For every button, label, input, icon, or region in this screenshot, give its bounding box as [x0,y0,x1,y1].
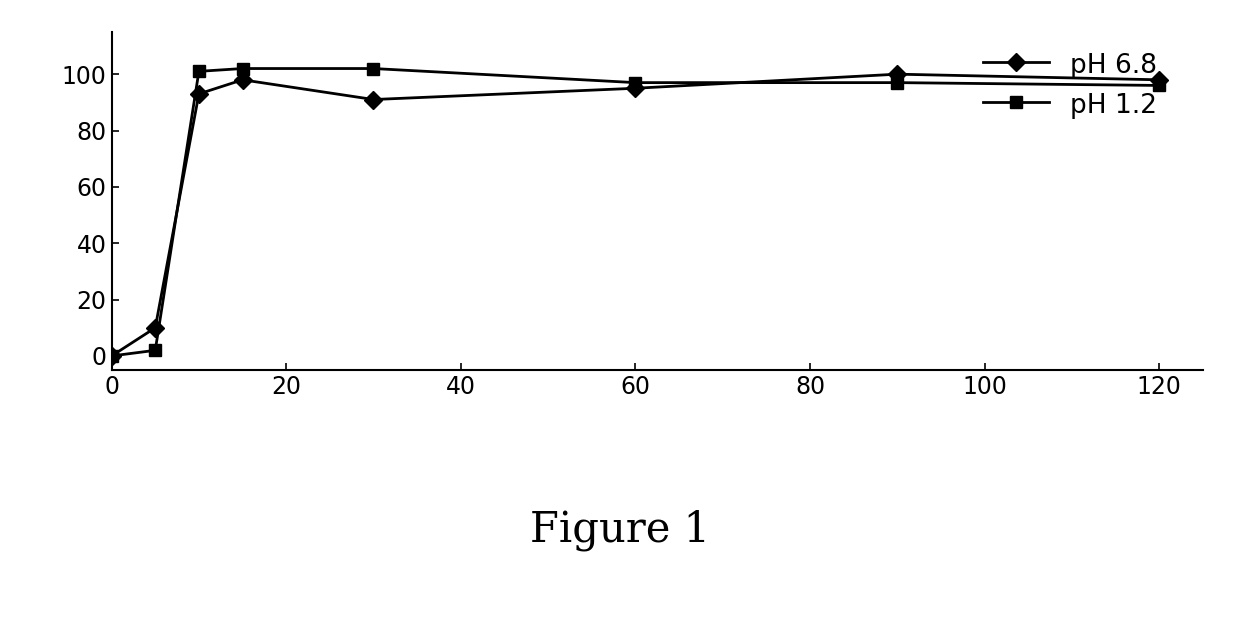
pH 1.2 [104,352,119,360]
pH 1.2 [1152,82,1167,89]
Legend: pH 6.8, pH 1.2: pH 6.8, pH 1.2 [983,52,1157,119]
pH 6.8 [191,90,206,98]
pH 1.2 [366,64,381,72]
pH 6.8 [104,352,119,360]
pH 1.2 [148,346,162,354]
pH 1.2 [890,79,905,87]
pH 6.8 [627,84,642,92]
pH 1.2 [627,79,642,87]
pH 6.8 [148,324,162,332]
pH 6.8 [1152,76,1167,84]
Line: pH 6.8: pH 6.8 [105,68,1166,362]
pH 1.2 [191,68,206,75]
pH 6.8 [366,96,381,103]
Text: Figure 1: Figure 1 [529,508,711,551]
pH 6.8 [236,76,250,84]
pH 6.8 [890,70,905,78]
pH 1.2 [236,64,250,72]
Line: pH 1.2: pH 1.2 [105,63,1166,362]
